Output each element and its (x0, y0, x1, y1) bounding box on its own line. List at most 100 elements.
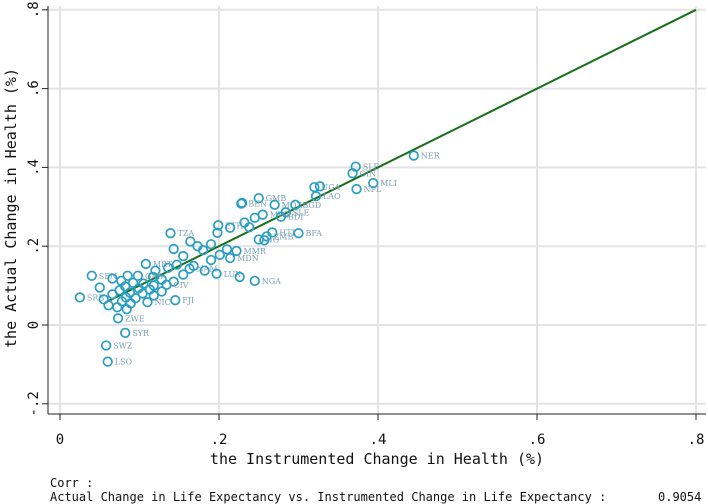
data-point (213, 220, 224, 231)
data-point (244, 222, 255, 233)
data-point (178, 269, 189, 280)
data-point (171, 259, 183, 270)
data-point (122, 270, 133, 281)
data-point (156, 286, 167, 297)
data-point (314, 181, 326, 192)
data-point (199, 265, 210, 276)
data-point (310, 191, 322, 202)
data-point-label: NER (421, 152, 441, 161)
data-point (120, 327, 131, 339)
data-point (236, 197, 248, 209)
data-point (408, 150, 419, 161)
data-point-label: TZA (178, 229, 195, 238)
y-tick-label: .8 (26, 1, 42, 18)
data-point (170, 295, 181, 306)
data-point-label: ZMB (274, 232, 294, 241)
data-point (234, 271, 245, 283)
data-point (224, 222, 236, 233)
data-point-label: NAM (197, 265, 218, 274)
data-point (112, 302, 123, 313)
data-point-label: GMB (266, 194, 287, 203)
data-point-label: NG (266, 236, 279, 245)
data-point (275, 211, 287, 222)
axes: 0 .2 .4 .6 .8 -.2 0 .2 .4 .6 .8 (26, 1, 706, 448)
data-point-label: BGD (302, 201, 321, 210)
data-point (205, 254, 217, 266)
data-point (211, 268, 222, 279)
data-point-label: ZWE (125, 314, 145, 323)
data-point-label: NIC (154, 298, 170, 307)
corr-label: Corr : (50, 476, 94, 490)
data-point-label: NGA (262, 277, 281, 286)
data-point (224, 252, 236, 264)
data-point (162, 262, 174, 274)
data-point (185, 236, 196, 247)
data-point-label: BDI (288, 213, 303, 222)
data-point (351, 183, 362, 195)
data-point (178, 250, 189, 262)
data-point-label: BEN (248, 200, 267, 209)
data-point (231, 245, 242, 257)
data-point (86, 270, 97, 281)
data-point (140, 258, 152, 270)
data-point-label: UGA (321, 183, 340, 192)
data-point-label: SYR (132, 329, 150, 338)
data-point-label: SWZ (113, 341, 133, 350)
data-point (269, 199, 280, 210)
data-point (253, 192, 264, 204)
y-tick-label: .4 (26, 159, 42, 176)
y-tick-label: -.2 (26, 391, 42, 416)
data-point-label: SLE (363, 163, 380, 172)
data-point (102, 356, 113, 367)
data-point-label: MMR (243, 247, 266, 256)
x-tick-label: 0 (56, 432, 64, 448)
data-point (249, 275, 260, 287)
data-point (368, 178, 379, 189)
y-tick-label: .6 (26, 80, 42, 97)
data-point-label: CIV (174, 281, 189, 290)
data-point (100, 340, 112, 351)
data-point-label: SRB (87, 293, 105, 302)
data-point (184, 263, 195, 274)
data-point (259, 235, 270, 246)
data-point (197, 244, 209, 256)
data-point (293, 228, 304, 239)
data-point (142, 296, 153, 308)
x-tick-label: .8 (688, 432, 705, 448)
data-point (249, 212, 260, 223)
data-point (94, 282, 105, 293)
data-point-label: MDN (237, 254, 259, 263)
data-point (253, 234, 264, 245)
data-point (137, 288, 148, 299)
y-tick-label: .2 (26, 238, 42, 255)
data-point (221, 244, 233, 255)
data-point-label: LUX (224, 270, 242, 279)
data-point-label: MOZ (282, 201, 303, 210)
data-point (112, 313, 124, 324)
data-point (132, 270, 144, 281)
data-point (107, 289, 118, 300)
data-point (212, 227, 223, 238)
data-point (161, 279, 172, 290)
data-point (205, 239, 217, 250)
data-point-label: NPL (364, 185, 382, 194)
corr-value: 0.9054 (658, 490, 702, 504)
data-point-label: BFA (306, 229, 323, 238)
y-axis-title: the Actual Change in Health (%) (2, 68, 20, 348)
data-point (148, 290, 159, 301)
data-point (214, 249, 225, 261)
x-tick-label: .2 (211, 432, 228, 448)
x-axis-title: the Instrumented Change in Health (%) (210, 450, 544, 468)
data-point-label: HTI (279, 228, 294, 237)
data-point (168, 243, 179, 255)
data-point (121, 304, 132, 315)
corr-text: Actual Change in Life Expectancy vs. Ins… (50, 490, 607, 504)
data-point-label: SLE (293, 208, 310, 217)
data-point-label: LSO (115, 358, 133, 367)
y-tick-label: 0 (26, 321, 42, 329)
data-point-label: MWI (270, 211, 290, 220)
x-tick-label: .4 (370, 432, 387, 448)
x-tick-label: .6 (529, 432, 546, 448)
